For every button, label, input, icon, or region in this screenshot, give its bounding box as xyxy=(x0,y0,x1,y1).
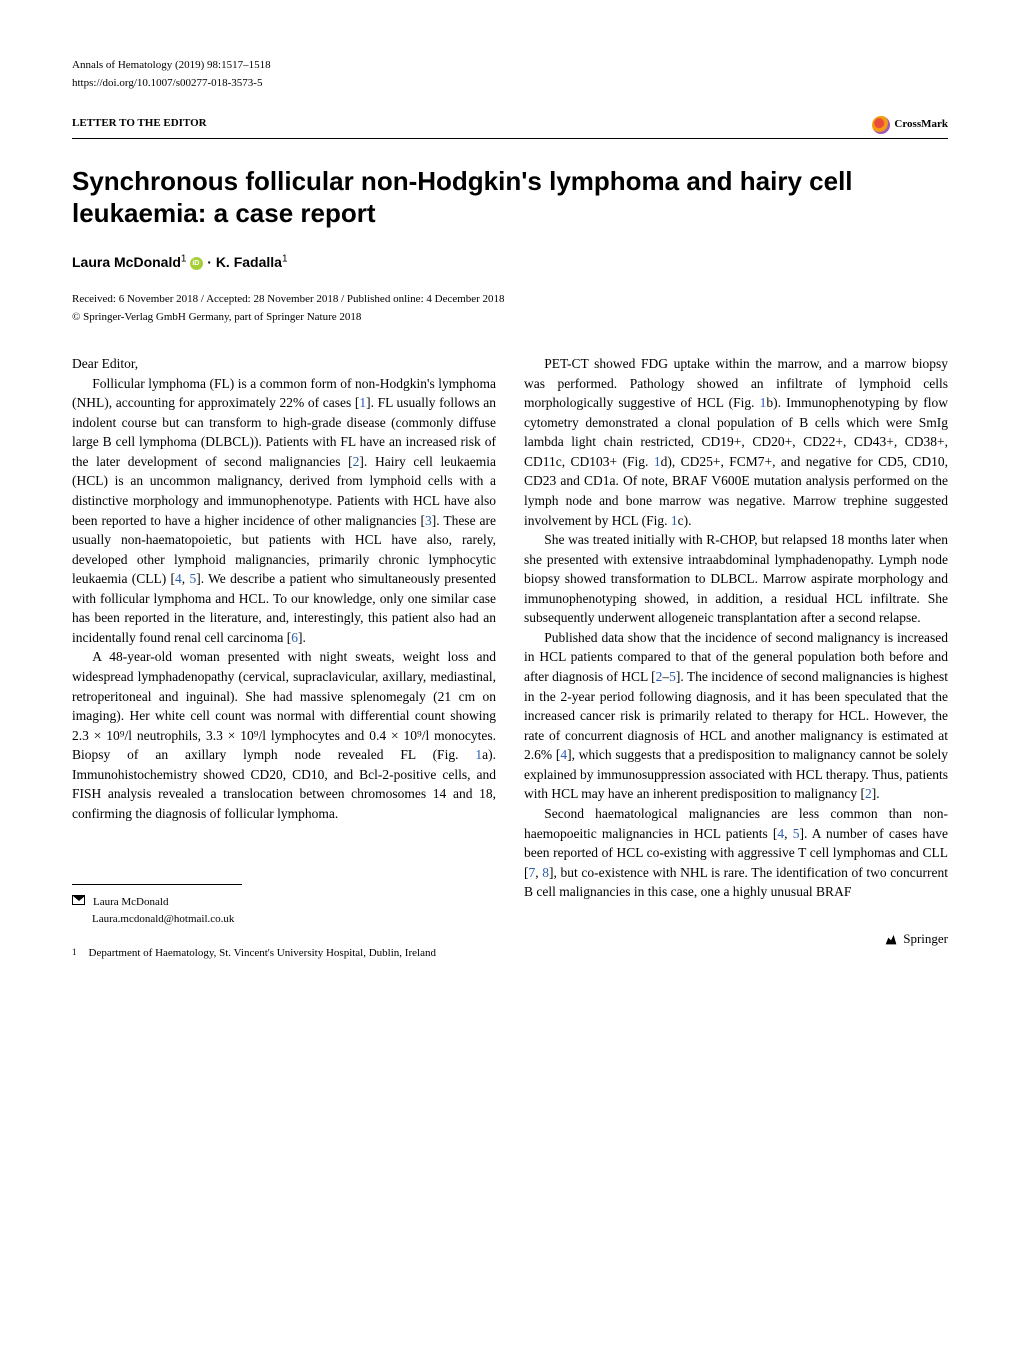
right-column: PET-CT showed FDG uptake within the marr… xyxy=(524,354,948,962)
journal-citation: Annals of Hematology (2019) 98:1517–1518 xyxy=(72,58,948,74)
author-separator: · xyxy=(207,254,216,270)
citation-link[interactable]: 8 xyxy=(542,865,549,880)
affiliation: 1 Department of Haematology, St. Vincent… xyxy=(72,946,496,962)
author-1: Laura McDonald xyxy=(72,254,181,270)
crossmark-icon xyxy=(872,116,890,134)
article-dates: Received: 6 November 2018 / Accepted: 28… xyxy=(72,292,948,308)
crossmark-label: CrossMark xyxy=(894,117,948,133)
citation-link[interactable]: 4 xyxy=(175,571,182,586)
author-2: K. Fadalla xyxy=(216,254,282,270)
citation-link[interactable]: 5 xyxy=(669,669,676,684)
body-paragraph: Follicular lymphoma (FL) is a common for… xyxy=(72,374,496,648)
crossmark-badge[interactable]: CrossMark xyxy=(872,116,948,134)
body-paragraph: Second haematological malignancies are l… xyxy=(524,804,948,902)
springer-horse-icon xyxy=(883,931,899,947)
section-label-text: LETTER TO THE EDITOR xyxy=(72,117,207,129)
author-list: Laura McDonald1 · K. Fadalla1 xyxy=(72,252,948,272)
article-title: Synchronous follicular non-Hodgkin's lym… xyxy=(72,165,948,230)
citation-link[interactable]: 2 xyxy=(865,786,872,801)
publisher-name: Springer xyxy=(903,930,948,949)
affiliation-number: 1 xyxy=(72,946,77,962)
author-1-affil-sup: 1 xyxy=(181,253,187,264)
affiliation-text: Department of Haematology, St. Vincent's… xyxy=(89,946,436,962)
article-type-label: LETTER TO THE EDITOR CrossMark xyxy=(72,116,948,139)
footer-separator xyxy=(72,884,242,885)
author-2-affil-sup: 1 xyxy=(282,253,288,264)
figure-link[interactable]: 1 xyxy=(654,454,661,469)
figure-link[interactable]: 1 xyxy=(671,513,678,528)
corresponding-email: Laura.mcdonald@hotmail.co.uk xyxy=(92,912,496,928)
body-paragraph: Published data show that the incidence o… xyxy=(524,628,948,804)
publisher-logo: Springer xyxy=(524,930,948,949)
doi-link[interactable]: https://doi.org/10.1007/s00277-018-3573-… xyxy=(72,76,948,92)
body-paragraph: A 48-year-old woman presented with night… xyxy=(72,647,496,823)
left-column: Dear Editor, Follicular lymphoma (FL) is… xyxy=(72,354,496,962)
envelope-icon xyxy=(72,895,85,905)
corresponding-name: Laura McDonald xyxy=(93,895,168,911)
body-paragraph: PET-CT showed FDG uptake within the marr… xyxy=(524,354,948,530)
citation-link[interactable]: 3 xyxy=(425,513,432,528)
two-column-body: Dear Editor, Follicular lymphoma (FL) is… xyxy=(72,354,948,962)
salutation: Dear Editor, xyxy=(72,354,496,374)
copyright-line: © Springer-Verlag GmbH Germany, part of … xyxy=(72,310,948,326)
body-paragraph: She was treated initially with R-CHOP, b… xyxy=(524,530,948,628)
orcid-icon[interactable] xyxy=(190,257,203,270)
corresponding-author: Laura McDonald xyxy=(72,895,496,911)
